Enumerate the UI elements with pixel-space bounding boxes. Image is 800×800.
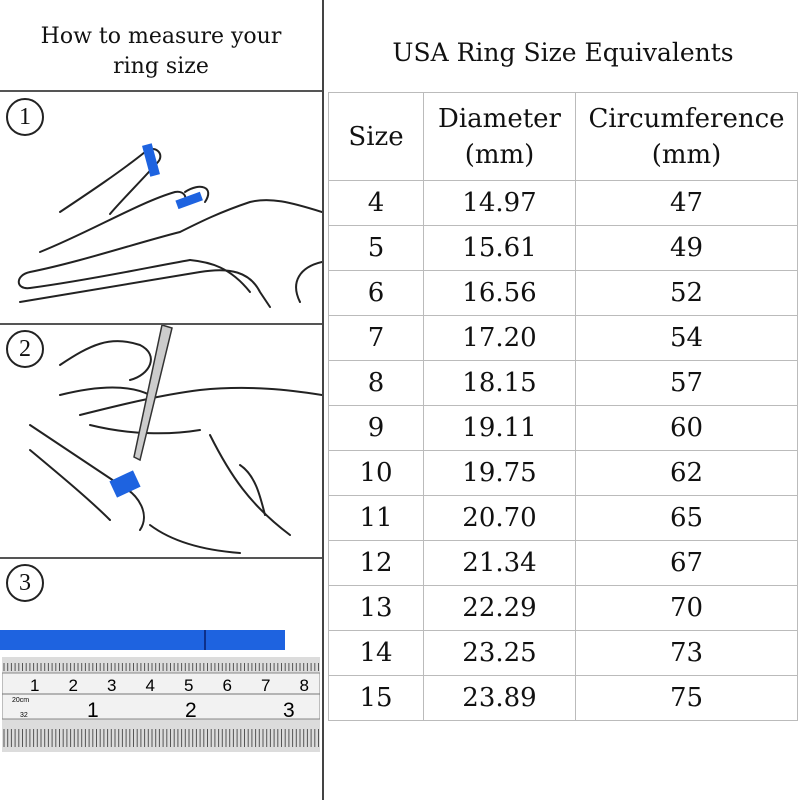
pen — [133, 325, 173, 462]
table-header-row: Size Diameter (mm) Circumference (mm) — [328, 92, 798, 181]
cell-circumference: 60 — [575, 405, 798, 451]
cell-circumference: 67 — [575, 540, 798, 586]
ruler-cm-tick-label: 8 — [300, 676, 309, 695]
cell-diameter: 19.75 — [423, 450, 576, 496]
ruler-cm-tick-label: 3 — [107, 676, 116, 695]
table-row: 8 18.15 57 — [328, 360, 798, 406]
cell-circumference: 65 — [575, 495, 798, 541]
title-line-1: How to measure your — [40, 24, 282, 49]
cell-size: 14 — [328, 630, 424, 676]
cell-diameter: 19.11 — [423, 405, 576, 451]
table-row: 6 16.56 52 — [328, 270, 798, 316]
cell-circumference: 49 — [575, 225, 798, 271]
section-divider — [0, 323, 322, 325]
cell-size: 5 — [328, 225, 424, 271]
ruler-cm-tick-label: 2 — [69, 676, 78, 695]
cell-size: 8 — [328, 360, 424, 406]
ruler-inch-label: 32 — [20, 712, 28, 719]
instructions-title: How to measure your ring size — [0, 22, 322, 82]
paper-strip — [109, 470, 141, 498]
cell-diameter: 18.15 — [423, 360, 576, 406]
ruler-inch-tick-label: 1 — [87, 699, 99, 722]
ruler-cm-label: 20cm — [12, 697, 29, 704]
table-row: 13 22.29 70 — [328, 585, 798, 631]
paper-strip — [142, 143, 160, 177]
cell-size: 9 — [328, 405, 424, 451]
cell-circumference: 70 — [575, 585, 798, 631]
table-row: 5 15.61 49 — [328, 225, 798, 271]
ruler-cm-tick-label: 1 — [30, 676, 39, 695]
strip-mark — [204, 630, 206, 650]
cell-circumference: 62 — [575, 450, 798, 496]
cell-size: 10 — [328, 450, 424, 496]
hand-marking-strip-illustration — [29, 325, 322, 554]
table-row: 10 19.75 62 — [328, 450, 798, 496]
ruler-cm-tick-label: 6 — [223, 676, 232, 695]
cell-diameter: 23.89 — [423, 675, 576, 721]
step-1-badge: 1 — [6, 98, 44, 136]
cell-diameter: 16.56 — [423, 270, 576, 316]
cell-circumference: 47 — [575, 180, 798, 226]
title-line-2: ring size — [113, 54, 209, 79]
ruler-cm-tick-label: 5 — [184, 676, 193, 695]
ruler-cm-tick-label: 4 — [146, 676, 155, 695]
cell-size: 13 — [328, 585, 424, 631]
cell-circumference: 73 — [575, 630, 798, 676]
cell-size: 4 — [328, 180, 424, 226]
table-title: USA Ring Size Equivalents — [392, 38, 734, 67]
cell-diameter: 23.25 — [423, 630, 576, 676]
cell-size: 11 — [328, 495, 424, 541]
cell-diameter: 17.20 — [423, 315, 576, 361]
measured-paper-strip — [0, 630, 285, 650]
header-diameter: Diameter (mm) — [423, 92, 576, 181]
header-size: Size — [328, 92, 424, 181]
cell-size: 7 — [328, 315, 424, 361]
section-divider — [0, 557, 322, 559]
table-row: 12 21.34 67 — [328, 540, 798, 586]
table-row: 9 19.11 60 — [328, 405, 798, 451]
hand-with-paper-strip-illustration — [17, 143, 322, 308]
panel-divider — [322, 0, 324, 800]
ruler-inch-tick-label: 2 — [185, 699, 197, 722]
cell-circumference: 75 — [575, 675, 798, 721]
header-circumference: Circumference (mm) — [575, 92, 798, 181]
table-row: 11 20.70 65 — [328, 495, 798, 541]
ring-size-table: Size Diameter (mm) Circumference (mm) 4 14.… — [328, 92, 798, 721]
section-divider — [0, 90, 322, 92]
cell-size: 15 — [328, 675, 424, 721]
paper-strip — [175, 191, 203, 210]
ruler-inch-tick-label: 3 — [283, 699, 295, 722]
step-3-badge: 3 — [6, 564, 44, 602]
cell-size: 12 — [328, 540, 424, 586]
cell-diameter: 20.70 — [423, 495, 576, 541]
table-row: 14 23.25 73 — [328, 630, 798, 676]
cell-diameter: 14.97 — [423, 180, 576, 226]
table-row: 7 17.20 54 — [328, 315, 798, 361]
cell-size: 6 — [328, 270, 424, 316]
table-row: 15 23.89 75 — [328, 675, 798, 721]
cell-diameter: 21.34 — [423, 540, 576, 586]
step-2-badge: 2 — [6, 330, 44, 368]
ruler-cm-tick-label: 7 — [261, 676, 270, 695]
cell-diameter: 15.61 — [423, 225, 576, 271]
cell-circumference: 52 — [575, 270, 798, 316]
cell-circumference: 54 — [575, 315, 798, 361]
table-row: 4 14.97 47 — [328, 180, 798, 226]
cell-diameter: 22.29 — [423, 585, 576, 631]
cell-circumference: 57 — [575, 360, 798, 406]
